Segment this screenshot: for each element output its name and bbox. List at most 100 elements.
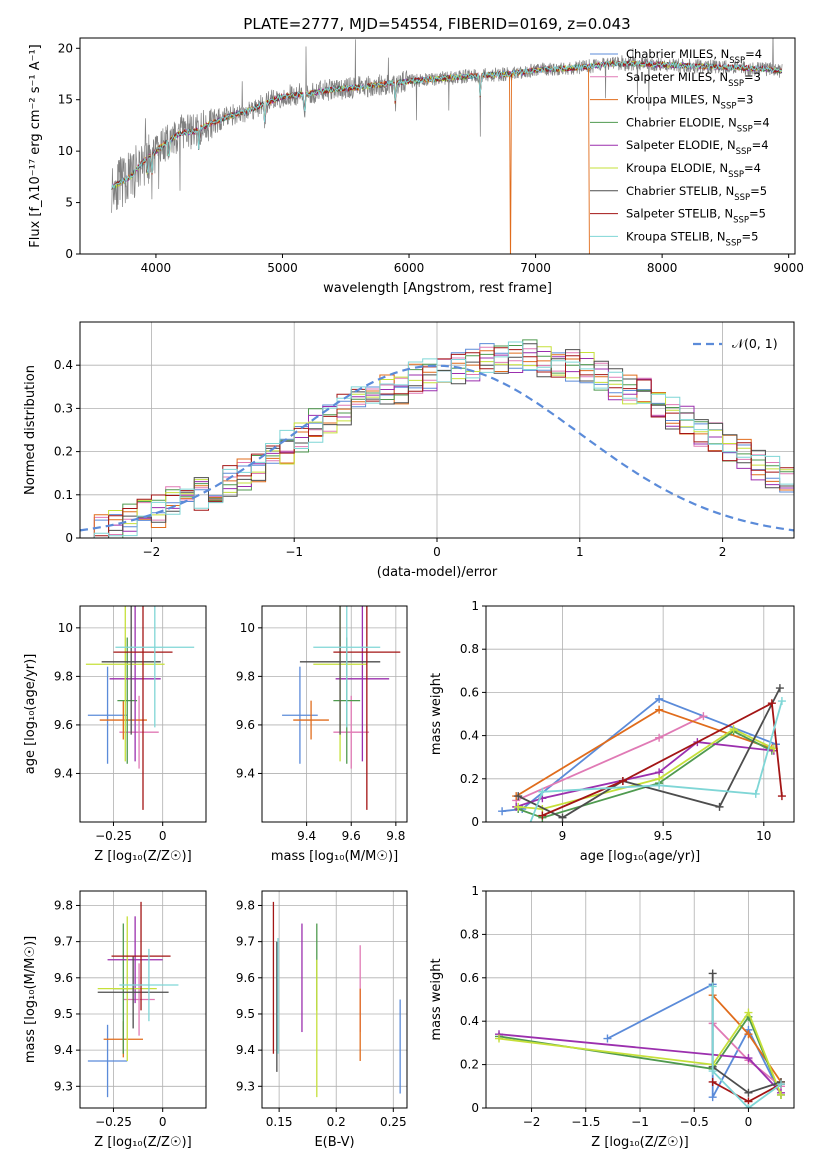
y-tick-label: 0.3 [54,401,73,415]
x-tick-label: 0 [159,829,167,843]
weight-marker-chabrier_miles [655,694,664,703]
y-tick-label: 0.4 [460,729,479,743]
y-axis-label: mass weight [429,958,444,1040]
hist-kroupa_stelib [80,341,794,538]
weight-marker-chabrier_miles [708,1093,717,1102]
y-tick-label: 5 [65,196,73,210]
legend-entry-salpeter_stelib: Salpeter STELIB, NSSP=5 [626,207,766,226]
age_vs_mass-frame [261,605,408,823]
legend-entry-kroupa_elodie: Kroupa ELODIE, NSSP=4 [626,161,761,180]
mass_vs_z-panel: −0.25 0 9.3 9.4 9.5 9.6 9.7 9.8 Z [log₁₀(Z/Z☉)] m… [23,890,207,1150]
legend-entry-gaussian: 𝒩(0, 1) [732,336,778,351]
mass_vs_z-plot-area [87,901,179,1098]
y-tick-label: 0.8 [460,642,479,656]
weight-marker-salpeter_elodie [744,1054,753,1063]
x-tick-label: −1 [631,1115,649,1129]
legend-entry-chabrier_stelib: Chabrier STELIB, NSSP=5 [626,184,767,203]
y-axis-label: mass [log₁₀(M/M☉)] [23,936,38,1063]
x-tick-label: 10 [756,829,771,843]
model-line-kroupa_stelib [111,59,783,190]
weight_vs_z-panel: −2 −1.5 −1 −0.5 0 0 0.2 0.4 0.6 0.8 1 Z [log₁₀(Z/Z☉… [429,884,795,1150]
weight_vs_age-panel: 9 9.5 10 0 0.2 0.4 0.6 0.8 1 age [log₁₀(age/yr)] m… [429,599,795,864]
x-axis-label: age [log₁₀(age/yr)] [580,849,701,864]
legend-entry-chabrier_miles: Chabrier MILES, NSSP=4 [626,47,762,66]
weight-marker-kroupa_stelib [751,789,760,798]
y-axis-label: Flux [f_λ10⁻¹⁷ erg cm⁻² s⁻¹ A⁻¹] [28,44,43,248]
weight_vs_age-frame [485,605,795,823]
y-tick-label: 0.4 [54,358,73,372]
y-tick-label: 9.4 [236,766,255,780]
y-tick-label: 9.4 [54,1043,73,1057]
y-tick-label: 9.7 [236,935,255,949]
weight-marker-kroupa_miles [744,1030,753,1039]
y-tick-label: 9.3 [236,1079,255,1093]
weight-marker-kroupa_stelib [776,1080,785,1089]
x-tick-label: 9.8 [386,829,405,843]
legend-entry-salpeter_miles: Salpeter MILES, NSSP=3 [626,70,761,89]
legend-entry-kroupa_stelib: Kroupa STELIB, NSSP=5 [626,229,758,248]
x-tick-label: −1 [285,545,303,559]
x-tick-label: 5000 [267,261,298,275]
x-tick-label: 2 [719,545,727,559]
y-tick-label: 9.8 [236,898,255,912]
y-tick-label: 0.4 [460,1014,479,1028]
x-tick-label: 0 [433,545,441,559]
weight-marker-kroupa_stelib [744,1104,753,1108]
y-tick-label: 0.8 [460,927,479,941]
figure-title: PLATE=2777, MJD=54554, FIBERID=0169, z=0… [243,15,630,33]
weight-marker-salpeter_stelib [538,811,547,820]
x-tick-label: 1 [576,545,584,559]
weight-marker-salpeter_stelib [767,699,776,708]
y-tick-label: 0 [65,247,73,261]
weight-marker-kroupa_elodie [744,1008,753,1017]
y-tick-label: 9.4 [54,766,73,780]
y-tick-label: 0 [471,1101,479,1115]
spectrum-frame [79,37,796,255]
x-tick-label: −0.5 [680,1115,709,1129]
age_vs_mass-plot-area [282,606,401,810]
y-tick-label: 1 [471,884,479,898]
spectrum-legend: Chabrier MILES, NSSP=4 Salpeter MILES, NS… [590,47,770,248]
weight-line-chabrier_miles [502,697,777,813]
y-tick-label: 0.2 [460,1058,479,1072]
y-tick-label: 0.2 [460,772,479,786]
mass_vs_ebv-plot-area [272,901,401,1098]
weight-marker-salpeter_stelib [777,792,786,801]
x-tick-label: 9 [559,829,567,843]
y-tick-label: 15 [58,93,73,107]
age_vs_z-frame [79,605,207,823]
y-tick-label: 9.6 [236,718,255,732]
weight_vs_age-plot-area [498,684,786,837]
y-tick-label: 10 [240,621,255,635]
weight-marker-salpeter_miles [655,733,664,742]
weight-marker-chabrier_stelib [708,969,717,978]
weight-marker-kroupa_stelib [777,697,786,706]
x-axis-label: (data-model)/error [377,565,498,580]
x-axis-label: mass [log₁₀(M/M☉)] [271,849,398,864]
y-tick-label: 9.7 [54,935,73,949]
weight-marker-kroupa_stelib [655,781,664,790]
weight-marker-kroupa_elodie [495,1034,504,1043]
y-tick-label: 9.6 [236,971,255,985]
y-tick-label: 0.2 [54,445,73,459]
weight-marker-chabrier_stelib [558,813,567,822]
weight_vs_z-plot-area [495,969,785,1108]
y-tick-label: 9.4 [236,1043,255,1057]
panels: Chabrier MILES, NSSP=4 Salpeter MILES, NS… [23,37,804,1150]
residuals-plot-area [80,339,794,538]
weight-marker-kroupa_stelib [522,829,530,837]
y-tick-label: 0.6 [460,685,479,699]
x-tick-label: 9.4 [297,829,316,843]
weight-marker-chabrier_miles [498,807,507,816]
y-tick-label: 10 [58,621,73,635]
age_vs_z-panel: −0.25 0 9.4 9.6 9.8 10 Z [log₁₀(Z/Z☉)] age [log… [23,605,207,864]
x-tick-label: −2 [143,545,161,559]
y-tick-label: 0.6 [460,971,479,985]
weight-marker-kroupa_stelib [538,787,547,796]
x-tick-label: 7000 [520,261,551,275]
age_vs_z-plot-area [85,606,195,810]
weight-marker-chabrier_stelib [775,684,784,693]
x-axis-label: E(B-V) [314,1135,354,1150]
weight-line-salpeter_stelib [542,701,783,817]
